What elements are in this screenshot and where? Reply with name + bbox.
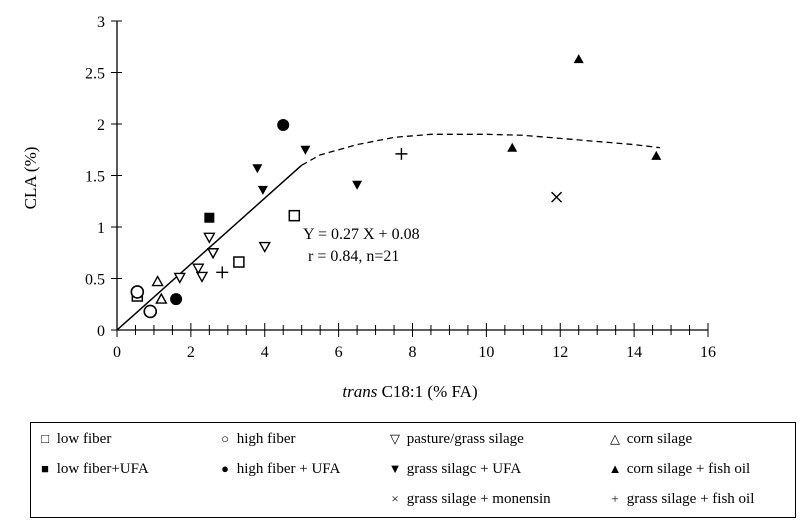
point-pasture-grass-silage xyxy=(173,272,186,284)
point-high-fiber-ufa xyxy=(170,293,183,306)
point-pasture-grass-silage xyxy=(206,248,220,260)
legend-item-pasture-grass-silage: ▽ pasture/grass silage xyxy=(387,431,524,448)
legend-label: pasture/grass silage xyxy=(406,431,524,447)
y-tick-label: 0.5 xyxy=(85,272,105,289)
legend-item-low-fiber-ufa: ■ low fiber+UFA xyxy=(37,461,149,478)
point-corn-silage xyxy=(151,275,164,287)
filled-triangle-up-icon: ▲ xyxy=(608,461,622,476)
legend-label: grass silage + monensin xyxy=(406,491,551,507)
filled-square-icon: ■ xyxy=(41,461,49,476)
x-axis-label: trans C18:1 (% FA) xyxy=(342,382,477,401)
legend-item-corn-silage: △ corn silage xyxy=(607,431,692,448)
point-corn-silage-fish-oil xyxy=(573,54,584,64)
regression-equation: Y = 0.27 X + 0.08 xyxy=(303,226,420,243)
open-triangle-down-icon: ▽ xyxy=(390,431,400,446)
point-pasture-grass-silage xyxy=(192,263,205,275)
point-low-fiber xyxy=(288,209,301,222)
x-axis-label-italic: trans xyxy=(342,382,377,401)
point-high-fiber-ufa xyxy=(277,119,290,132)
x-tick-label: 0 xyxy=(113,344,121,361)
legend-label: corn silage + fish oil xyxy=(626,461,751,477)
point-grass-silage-monensin xyxy=(551,191,563,203)
point-corn-silage-fish-oil xyxy=(651,150,662,160)
y-tick-label: 1 xyxy=(97,220,105,237)
plus-icon: + xyxy=(611,491,619,506)
legend-item-high-fiber: ○ high fiber xyxy=(217,431,295,448)
legend-item-grass-silage-monensin: × grass silage + monensin xyxy=(387,491,551,508)
legend-item-grass-silage-ufa: ▼ grass silagc + UFA xyxy=(387,461,522,478)
legend: □ low fiber ○ high fiber ▽ pasture/grass… xyxy=(30,422,796,518)
y-tick-label: 3 xyxy=(97,14,105,31)
x-cross-icon: × xyxy=(391,491,399,506)
point-grass-silage-fish-oil xyxy=(216,266,229,279)
legend-label: high fiber xyxy=(236,431,296,447)
ticks: 0 2 4 6 8 10 12 14 16 0 0.5 1 1.5 2 2.5 3 xyxy=(85,14,716,361)
scatter-chart: 0 2 4 6 8 10 12 14 16 0 0.5 1 1.5 2 2.5 3 Y = 0.27 X + … xyxy=(21,14,716,401)
x-tick-label: 16 xyxy=(700,344,716,361)
trend-curve xyxy=(301,133,661,166)
x-tick-label: 4 xyxy=(261,344,269,361)
fit-lines xyxy=(116,133,661,331)
data-points xyxy=(130,54,662,319)
point-corn-silage xyxy=(155,292,168,304)
regression-line xyxy=(116,164,303,331)
open-circle-icon: ○ xyxy=(221,431,229,446)
open-square-icon: □ xyxy=(41,431,49,446)
point-pasture-grass-silage xyxy=(203,232,216,244)
point-grass-silage-ufa xyxy=(257,185,268,195)
x-tick-label: 12 xyxy=(552,344,568,361)
y-tick-label: 2.5 xyxy=(85,66,105,83)
x-tick-label: 2 xyxy=(187,344,195,361)
x-tick-label: 8 xyxy=(409,344,417,361)
legend-item-low-fiber: □ low fiber xyxy=(37,431,111,448)
point-high-fiber xyxy=(130,285,145,299)
x-tick-label: 6 xyxy=(335,344,343,361)
point-high-fiber xyxy=(143,304,158,319)
legend-label: grass silagc + UFA xyxy=(406,461,522,477)
legend-label: grass silage + fish oil xyxy=(626,491,755,507)
legend-label: low fiber+UFA xyxy=(56,461,149,477)
point-pasture-grass-silage xyxy=(258,241,271,254)
regression-stats: r = 0.84, n=21 xyxy=(308,248,399,265)
filled-triangle-down-icon: ▼ xyxy=(388,461,402,476)
point-grass-silage-ufa xyxy=(300,145,311,155)
point-grass-silage-ufa xyxy=(252,164,263,174)
legend-item-grass-silage-fish-oil: + grass silage + fish oil xyxy=(607,491,754,508)
legend-label: high fiber + UFA xyxy=(236,461,341,477)
open-triangle-up-icon: △ xyxy=(610,431,620,446)
axes xyxy=(116,21,708,331)
point-low-fiber xyxy=(233,256,245,268)
legend-label: low fiber xyxy=(56,431,112,447)
y-axis-label: CLA (%) xyxy=(21,147,40,210)
y-tick-label: 1.5 xyxy=(85,169,105,186)
legend-item-corn-silage-fish-oil: ▲ corn silage + fish oil xyxy=(607,461,751,478)
point-pasture-grass-silage xyxy=(195,271,209,283)
y-tick-label: 2 xyxy=(97,117,105,134)
point-grass-silage-fish-oil xyxy=(395,147,408,160)
point-grass-silage-ufa xyxy=(352,180,363,190)
x-axis-label-rest: C18:1 (% FA) xyxy=(377,382,477,401)
legend-item-high-fiber-ufa: ● high fiber + UFA xyxy=(217,461,340,478)
legend-label: corn silage xyxy=(626,431,693,447)
filled-circle-icon: ● xyxy=(221,461,229,476)
x-tick-label: 14 xyxy=(626,344,642,361)
point-low-fiber-ufa xyxy=(204,212,215,223)
x-tick-label: 10 xyxy=(478,344,494,361)
point-corn-silage-fish-oil xyxy=(507,142,518,152)
y-tick-label: 0 xyxy=(97,323,105,340)
